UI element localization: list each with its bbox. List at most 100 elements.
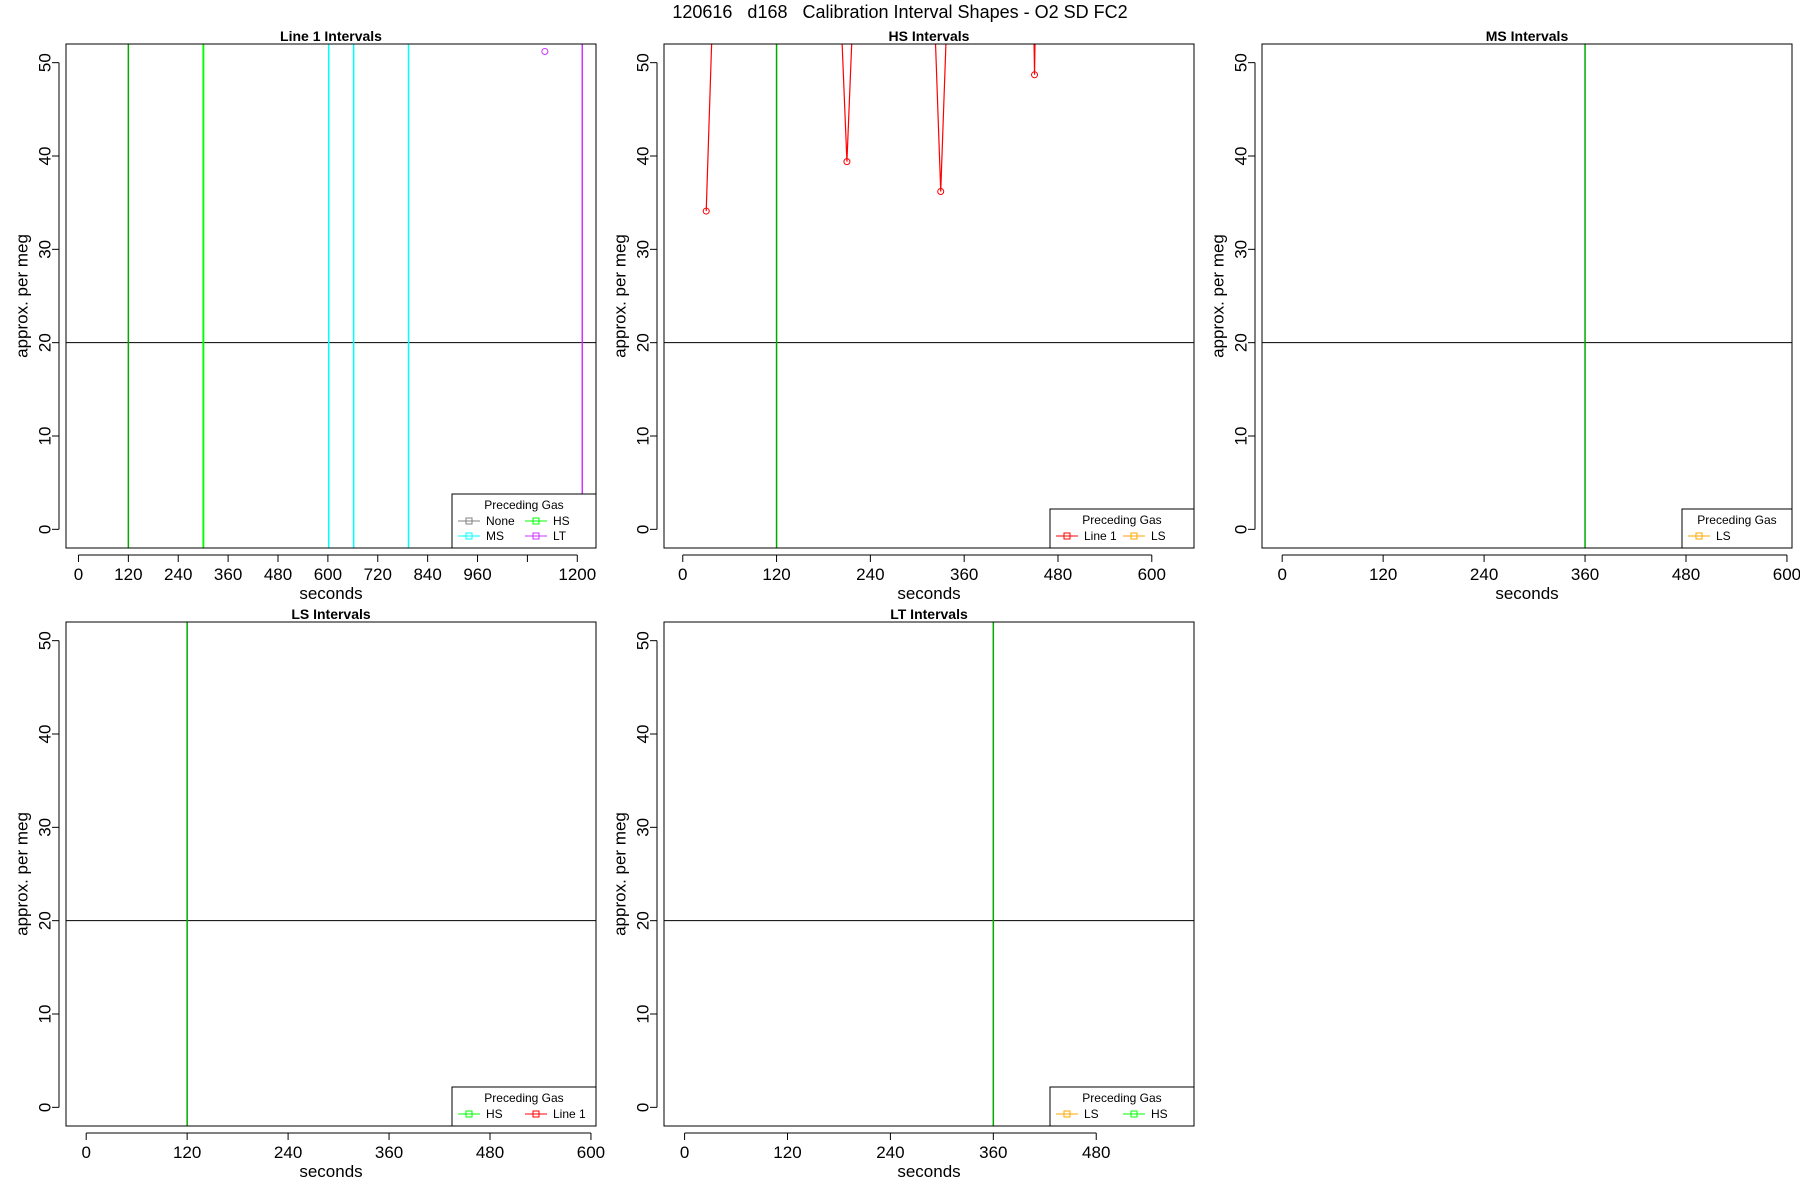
panel-title: LS Intervals (291, 606, 371, 622)
legend-item-label: Line 1 (553, 1107, 586, 1121)
y-tick-label: 0 (1232, 525, 1251, 534)
legend-box (1049, 1086, 1195, 1127)
x-tick-label: 0 (81, 1143, 90, 1162)
x-tick-label: 240 (164, 565, 192, 584)
y-tick-label: 10 (36, 1005, 55, 1024)
x-tick-label: 120 (762, 565, 790, 584)
data-point (937, 187, 945, 195)
legend-item-label: HS (486, 1107, 503, 1121)
x-axis-label: seconds (897, 1162, 960, 1181)
panel-title: HS Intervals (889, 28, 970, 44)
plot-frame (663, 621, 1195, 1127)
x-tick-label: 0 (680, 1143, 689, 1162)
y-tick-label: 40 (634, 147, 653, 166)
legend-title: Preceding Gas (484, 498, 563, 512)
panel-title: MS Intervals (1486, 28, 1569, 44)
plot-frame (663, 43, 1195, 549)
y-tick-label: 40 (36, 725, 55, 744)
legend-swatch-marker (465, 532, 473, 540)
x-tick-label: 0 (1277, 565, 1286, 584)
y-tick-label: 30 (634, 240, 653, 259)
x-tick-label: 360 (1571, 565, 1599, 584)
legend-title: Preceding Gas (1082, 1091, 1161, 1105)
y-tick-label: 50 (36, 631, 55, 650)
legend-item-label: LS (1084, 1107, 1099, 1121)
y-tick-label: 0 (634, 525, 653, 534)
legend-item-label: None (486, 514, 515, 528)
y-tick-label: 10 (634, 1005, 653, 1024)
x-axis-label: seconds (299, 584, 362, 603)
legend-item-label: MS (486, 529, 504, 543)
y-tick-label: 20 (634, 911, 653, 930)
plot-area (66, 622, 596, 1126)
x-axis-label: seconds (299, 1162, 362, 1181)
x-tick-label: 840 (413, 565, 441, 584)
y-tick-label: 30 (36, 240, 55, 259)
y-tick-label: 10 (1232, 427, 1251, 446)
x-tick-label: 480 (1044, 565, 1072, 584)
legend-swatch-marker (532, 517, 540, 525)
y-tick-label: 20 (36, 911, 55, 930)
y-tick-label: 20 (36, 333, 55, 352)
x-tick-label: 480 (264, 565, 292, 584)
x-tick-label: 360 (214, 565, 242, 584)
legend: Preceding Gas LS (1681, 508, 1793, 549)
x-tick-label: 240 (274, 1143, 302, 1162)
legend: Preceding Gas Line 1 LS (1049, 508, 1195, 549)
x-tick-label: 0 (74, 565, 83, 584)
legend-title: Preceding Gas (484, 1091, 563, 1105)
legend-box (451, 1086, 597, 1127)
y-tick-label: 40 (1232, 147, 1251, 166)
y-tick-label: 50 (634, 631, 653, 650)
x-tick-label: 480 (1082, 1143, 1110, 1162)
panel-3: MS Intervals 0 120 240 360 480 600 seconds 0 10 20… (1209, 28, 1800, 603)
panel-title: LT Intervals (890, 606, 968, 622)
y-tick-label: 10 (634, 427, 653, 446)
plot-frame (65, 621, 597, 1127)
legend-box (1049, 508, 1195, 549)
data-point (1031, 71, 1039, 79)
x-tick-label: 480 (1672, 565, 1700, 584)
legend-item-label: HS (553, 514, 570, 528)
y-tick-label: 20 (1232, 333, 1251, 352)
y-axis-label: approx. per meg (611, 812, 630, 936)
legend-swatch-marker (1063, 532, 1071, 540)
y-axis-label: approx. per meg (1209, 234, 1228, 358)
plot-area (66, 44, 596, 548)
panel-2: HS Intervals 0 120 240 360 480 600 seconds 0 10 20… (611, 28, 1195, 603)
data-point (541, 47, 549, 55)
y-tick-label: 0 (634, 1103, 653, 1112)
data-point (843, 158, 851, 166)
x-tick-label: 1200 (558, 565, 596, 584)
plot-area (1262, 44, 1792, 548)
panel-title: Line 1 Intervals (280, 28, 382, 44)
y-tick-label: 0 (36, 525, 55, 534)
x-tick-label: 600 (577, 1143, 605, 1162)
y-tick-label: 40 (36, 147, 55, 166)
y-tick-label: 30 (634, 818, 653, 837)
x-tick-label: 600 (1773, 565, 1800, 584)
x-axis-label: seconds (1495, 584, 1558, 603)
x-tick-label: 120 (173, 1143, 201, 1162)
x-tick-label: 600 (1138, 565, 1166, 584)
plot-area (664, 622, 1194, 1126)
plot-area (664, 44, 1194, 548)
y-tick-label: 20 (634, 333, 653, 352)
y-axis-label: approx. per meg (13, 812, 32, 936)
legend-box (1681, 508, 1793, 549)
x-tick-label: 360 (950, 565, 978, 584)
legend-swatch-marker (465, 1110, 473, 1118)
x-tick-label: 240 (1470, 565, 1498, 584)
panel-1: Line 1 Intervals 0 120 240 360 480 600 720 840 96… (13, 28, 597, 603)
x-tick-label: 120 (1369, 565, 1397, 584)
legend-item-label: Line 1 (1084, 529, 1117, 543)
y-tick-label: 50 (36, 53, 55, 72)
x-tick-label: 960 (463, 565, 491, 584)
legend-swatch-marker (1695, 532, 1703, 540)
page-title: 120616 d168 Calibration Interval Shapes … (672, 2, 1128, 22)
plot-frame (65, 43, 597, 549)
legend-title: Preceding Gas (1697, 513, 1776, 527)
x-tick-label: 480 (476, 1143, 504, 1162)
y-tick-label: 40 (634, 725, 653, 744)
